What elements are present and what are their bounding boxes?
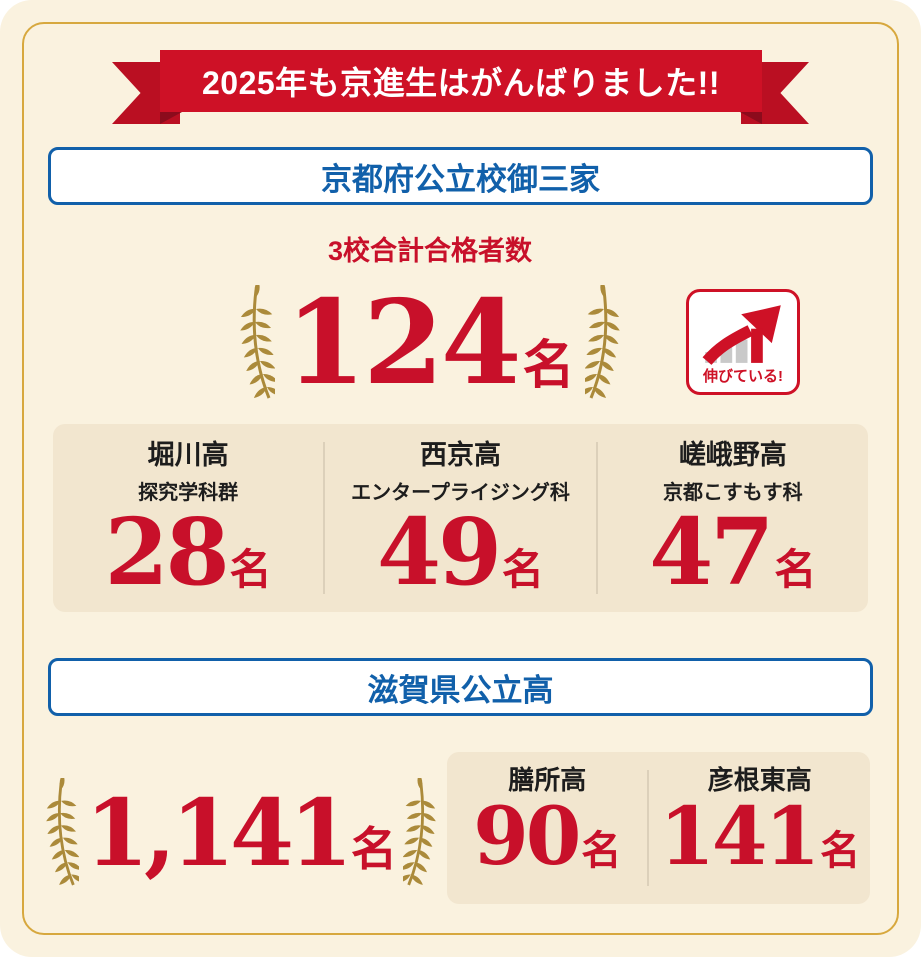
column-divider xyxy=(323,442,326,594)
school-name: 彦根東高 xyxy=(707,765,812,795)
ribbon-title: 2025年も京進生はがんばりました!! xyxy=(160,50,762,112)
laurel-right-icon xyxy=(403,778,438,887)
school-card: 彦根東高 141 名 xyxy=(649,752,870,904)
pass-count: 28 名 xyxy=(104,498,272,607)
laurel-right-icon xyxy=(584,285,621,400)
shiga-total-value: 1,141 xyxy=(84,779,353,887)
pass-count-value: 90 xyxy=(473,788,581,883)
growth-chart-arrow-icon xyxy=(702,304,781,365)
pass-count-unit: 名 xyxy=(820,826,861,874)
school-card: 堀川高 探究学科群 28 名 xyxy=(53,424,323,612)
school-dept: 京都こすもす科 xyxy=(663,482,803,505)
pass-count: 90 名 xyxy=(473,788,622,883)
shiga-total-number: 1,141 名 xyxy=(85,787,397,879)
pass-count: 141 名 xyxy=(659,788,861,883)
shiga-schools-panel: 膳所高 90 名 彦根東高 141 名 xyxy=(447,752,870,904)
section-shiga-header-label: 滋賀県公立高 xyxy=(367,672,554,708)
column-divider xyxy=(647,770,650,886)
school-name: 嵯峨野高 xyxy=(678,440,787,470)
pass-count-value: 28 xyxy=(104,498,230,607)
pass-count-unit: 名 xyxy=(502,545,545,595)
school-dept: 探究学科群 xyxy=(138,482,239,505)
shiga-total-unit: 名 xyxy=(351,822,398,876)
school-card: 西京高 エンタープライジング科 49 名 xyxy=(325,424,595,612)
kyoto-total-value: 124 xyxy=(285,275,521,411)
pass-count-unit: 名 xyxy=(581,826,622,874)
growth-badge-label: 伸びている! xyxy=(703,367,783,385)
growth-badge: 伸びている! xyxy=(686,289,800,395)
shiga-total-count: 1,141 名 xyxy=(44,766,438,900)
pass-count: 49 名 xyxy=(376,498,545,607)
school-name: 堀川高 xyxy=(147,440,229,470)
kyoto-schools-panel: 堀川高 探究学科群 28 名 西京高 エンタープライジング科 49 名 嵯峨野高… xyxy=(53,424,868,612)
pass-count-value: 49 xyxy=(376,498,502,607)
kyoto-total-count: 124 名 xyxy=(230,280,630,406)
pass-count-value: 141 xyxy=(659,788,820,883)
school-name: 西京高 xyxy=(419,440,501,470)
school-name: 膳所高 xyxy=(508,765,587,795)
school-card: 嵯峨野高 京都こすもす科 47 名 xyxy=(598,424,868,612)
kyoto-total-number: 124 名 xyxy=(285,285,574,401)
kyoto-total-subtitle: 3校合計合格者数 xyxy=(327,236,533,266)
column-divider xyxy=(595,442,598,594)
school-card: 膳所高 90 名 xyxy=(447,752,647,904)
laurel-left-icon xyxy=(239,285,276,400)
section-kyoto-header: 京都府公立校御三家 xyxy=(48,147,873,205)
pass-count: 47 名 xyxy=(649,498,817,607)
pass-count-value: 47 xyxy=(649,498,774,607)
pass-count-unit: 名 xyxy=(774,545,817,595)
laurel-left-icon xyxy=(44,778,79,887)
kyoto-total-unit: 名 xyxy=(522,335,575,396)
pass-count-unit: 名 xyxy=(229,545,272,595)
section-shiga-header: 滋賀県公立高 xyxy=(48,658,873,716)
school-dept: エンタープライジング科 xyxy=(351,482,570,505)
section-kyoto-header-label: 京都府公立校御三家 xyxy=(321,161,600,197)
